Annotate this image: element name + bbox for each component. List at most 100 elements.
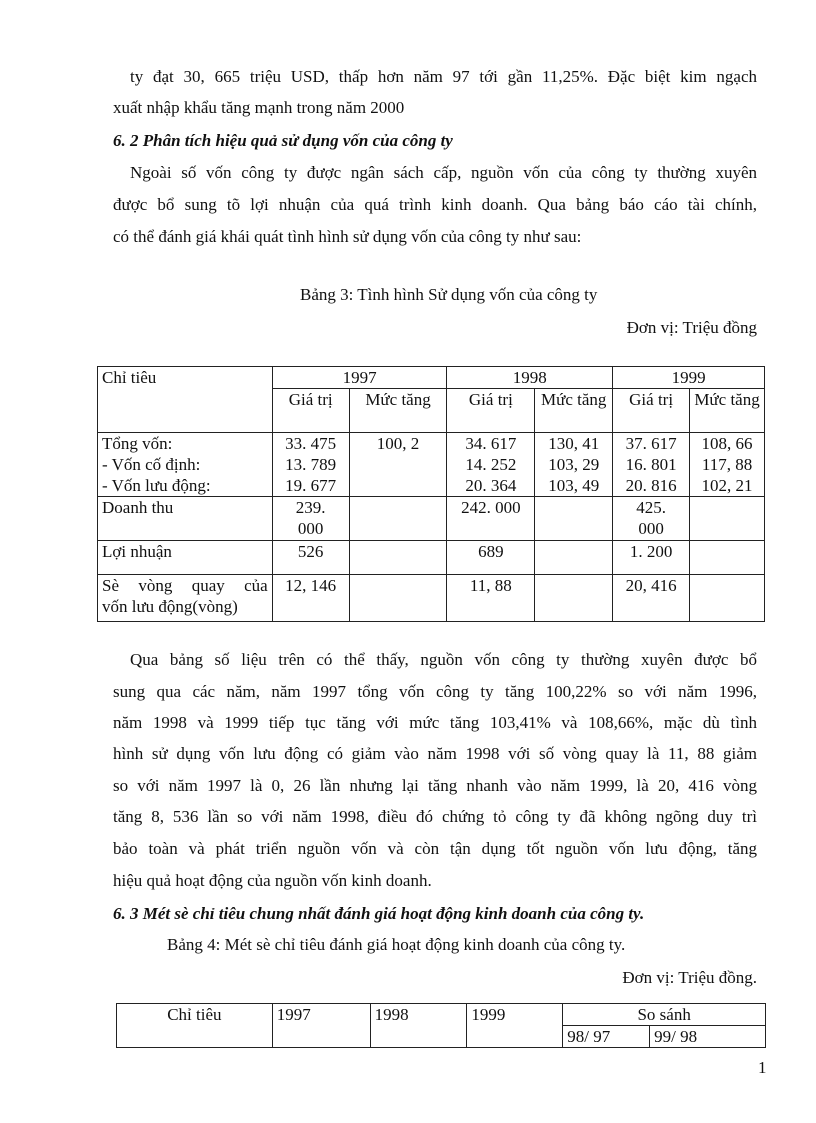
page-number: 1 <box>758 1058 767 1077</box>
table-unit: Đơn vị: Triệu đồng <box>626 318 757 337</box>
paragraph-line: được bổ sung tõ lợi nhuận của quá trình … <box>113 195 757 214</box>
cell-line: 11, 88 <box>469 576 512 595</box>
business-indicators-table: Chỉ tiêu 1997 1998 1999 So sánh 98/ 97 9… <box>116 1003 766 1048</box>
cell-v97: 526 <box>271 540 350 575</box>
header-muc-tang: Mức tăng <box>348 388 448 433</box>
cell-line: 239. <box>295 498 326 517</box>
cell-m97 <box>348 574 448 622</box>
cell-m97 <box>348 540 448 575</box>
cell-m99 <box>689 574 765 622</box>
header-chi-tieu: Chỉ tiêu <box>97 366 273 433</box>
cell-v99: 425. 000 <box>612 496 691 541</box>
header-muc-tang: Mức tăng <box>689 388 765 433</box>
header-gia-tri: Giá trị <box>612 388 691 433</box>
cell-line: 19. 677 <box>285 476 337 495</box>
header-year: 1998 <box>446 366 614 389</box>
cell-m97 <box>348 496 448 541</box>
cell-line: 242. 000 <box>461 498 521 517</box>
header-year: 1999 <box>612 366 765 389</box>
cell-label: Sè vòng quay của vốn lưu động(vòng) <box>97 574 273 622</box>
header-gia-tri: Giá trị <box>271 388 350 433</box>
cell-line: 102, 21 <box>701 476 753 495</box>
table-unit: Đơn vị: Triệu đồng. <box>622 968 757 987</box>
paragraph-line: bảo toàn và phát triển nguồn vốn và còn … <box>113 839 757 858</box>
cell-line: 20. 364 <box>465 476 517 495</box>
cell-v97: 33. 475 13. 789 19. 677 <box>271 432 350 497</box>
cell-v98: 34. 617 14. 252 20. 364 <box>446 432 536 497</box>
cell-line: - Vốn cố định: <box>102 455 201 474</box>
cell-line: 000 <box>297 519 324 538</box>
header-chi-tieu: Chỉ tiêu <box>116 1003 273 1048</box>
paragraph-line: tăng 8, 536 lần so với năm 1998, điều đó… <box>113 807 757 826</box>
cell-line: 425. <box>636 498 666 517</box>
cell-m98: 130, 41 103, 29 103, 49 <box>534 432 614 497</box>
cell-line: 100, 2 <box>376 434 420 453</box>
cell-line: 117, 88 <box>701 455 753 474</box>
cell-m99: 108, 66 117, 88 102, 21 <box>689 432 765 497</box>
cell-label: Lợi nhuận <box>97 540 273 575</box>
cell-line: 526 <box>297 542 324 561</box>
table-row: Doanh thu 239. 000 242. 000 425. 000 <box>97 496 765 541</box>
cell-v97: 239. 000 <box>271 496 350 541</box>
paragraph-line: Qua bảng số liệu trên có thể thấy, nguồn… <box>130 650 757 669</box>
cell-line: 12, 146 <box>285 576 337 595</box>
cell-line: 34. 617 <box>465 434 517 453</box>
header-year: 1998 <box>369 1003 468 1048</box>
table-row: Lợi nhuận 526 689 1. 200 <box>97 540 765 575</box>
header-gia-tri: Giá trị <box>446 388 536 433</box>
cell-v99: 20, 416 <box>612 574 691 622</box>
cell-v97: 12, 146 <box>271 574 350 622</box>
section-heading: 6. 2 Phân tích hiệu quả sử dụng vốn của … <box>113 131 453 150</box>
paragraph-line: có thể đánh giá khái quát tình hình sử d… <box>113 227 582 246</box>
header-compare: 98/ 97 <box>562 1025 651 1048</box>
cell-v98: 242. 000 <box>446 496 536 541</box>
cell-line: Lợi nhuận <box>102 542 172 561</box>
cell-line: Sè vòng quay của <box>102 576 268 595</box>
table-caption: Bảng 4: Mét sè chỉ tiêu đánh giá hoạt độ… <box>167 935 626 954</box>
cell-line: Doanh thu <box>102 498 174 517</box>
cell-line: Tổng vốn: <box>102 434 173 453</box>
cell-line: 13. 789 <box>285 455 337 474</box>
paragraph-line: sung qua các năm, năm 1997 tổng vốn công… <box>113 682 757 701</box>
cell-line: 33. 475 <box>285 434 337 453</box>
cell-line: 108, 66 <box>701 434 753 453</box>
cell-label: Tổng vốn: - Vốn cố định: - Vốn lưu động: <box>97 432 273 497</box>
cell-line: 16. 801 <box>625 455 677 474</box>
table-row: Sè vòng quay của vốn lưu động(vòng) 12, 14… <box>97 574 765 622</box>
paragraph-line: hiệu quả hoạt động của nguồn vốn kinh do… <box>113 871 432 890</box>
cell-v98: 11, 88 <box>446 574 536 622</box>
cell-line: 103, 29 <box>548 455 600 474</box>
header-year: 1999 <box>466 1003 564 1048</box>
header-so-sanh: So sánh <box>562 1003 766 1026</box>
cell-m98 <box>534 540 614 575</box>
cell-v99: 37. 617 16. 801 20. 816 <box>612 432 691 497</box>
cell-m97: 100, 2 <box>348 432 448 497</box>
cell-m99 <box>689 540 765 575</box>
cell-line: 1. 200 <box>629 542 673 561</box>
cell-line: 000 <box>638 519 664 538</box>
header-year: 1997 <box>271 1003 371 1048</box>
cell-m98 <box>534 496 614 541</box>
cell-line: 20. 816 <box>625 476 677 495</box>
paragraph-line: ty đạt 30, 665 triệu USD, thấp hơn năm 9… <box>130 67 757 86</box>
cell-v99: 1. 200 <box>612 540 691 575</box>
cell-label: Doanh thu <box>97 496 273 541</box>
cell-line: 14. 252 <box>465 455 517 474</box>
cell-line: 20, 416 <box>625 576 677 595</box>
section-heading: 6. 3 Mét sè chỉ tiêu chung nhất đánh giá… <box>113 904 645 923</box>
cell-line: - Vốn lưu động: <box>102 476 211 495</box>
cell-line: 37. 617 <box>625 434 677 453</box>
header-muc-tang: Mức tăng <box>534 388 614 433</box>
cell-line: 103, 49 <box>548 476 600 495</box>
cell-line: 130, 41 <box>548 434 600 453</box>
table-row: Tổng vốn: - Vốn cố định: - Vốn lưu động:… <box>97 432 765 497</box>
paragraph-line: Ngoài số vốn công ty được ngân sách cấp,… <box>130 163 757 182</box>
cell-line: vốn lưu động(vòng) <box>102 597 238 616</box>
cell-v98: 689 <box>446 540 536 575</box>
paragraph-line: hình sử dụng vốn lưu động có giảm vào nă… <box>113 744 757 763</box>
paragraph-line: so với năm 1997 là 0, 26 lần nhưng lại t… <box>113 776 757 795</box>
cell-m98 <box>534 574 614 622</box>
paragraph-line: xuất nhập khẩu tăng mạnh trong năm 2000 <box>113 98 405 117</box>
cell-line: 689 <box>478 542 504 561</box>
